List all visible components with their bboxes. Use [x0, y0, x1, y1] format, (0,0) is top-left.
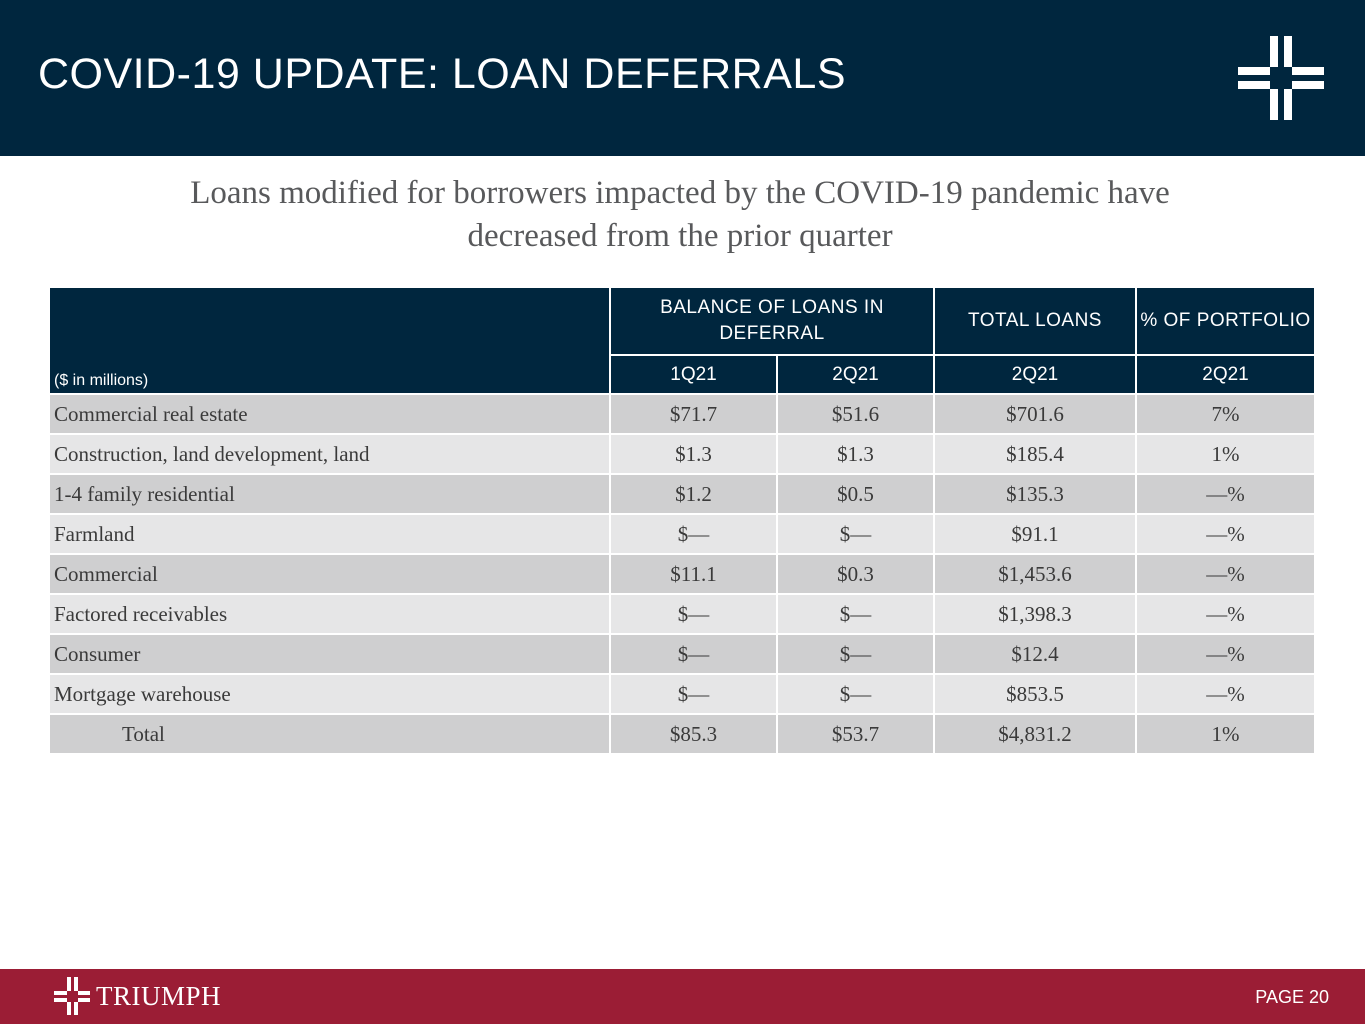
balance-2q21-cell: $— [776, 633, 935, 675]
balance-1q21-cell: $— [609, 633, 778, 675]
period-header: 2Q21 [1135, 354, 1316, 395]
balance-2q21-cell: $0.5 [776, 473, 935, 515]
balance-2q21-cell: $— [776, 593, 935, 635]
balance-1q21-cell: $1.2 [609, 473, 778, 515]
pct-portfolio-cell: —% [1135, 553, 1316, 595]
triumph-cross-logo-icon [1238, 36, 1324, 120]
pct-portfolio-cell: —% [1135, 673, 1316, 715]
balance-1q21-cell: $— [609, 513, 778, 555]
row-label: Factored receivables [48, 593, 611, 635]
balance-1q21-cell: $1.3 [609, 433, 778, 475]
balance-2q21-cell: $1.3 [776, 433, 935, 475]
loan-deferrals-table: ($ in millions) BALANCE OF LOANS IN DEFE… [48, 286, 1316, 755]
balance-2q21-cell: $53.7 [776, 713, 935, 755]
table-row: Consumer $— $— $12.4 —% [48, 633, 1316, 675]
pct-portfolio-cell: —% [1135, 473, 1316, 515]
table-row: Commercial $11.1 $0.3 $1,453.6 —% [48, 553, 1316, 595]
row-label: Construction, land development, land [48, 433, 611, 475]
pct-portfolio-cell: 7% [1135, 393, 1316, 435]
slide-title: COVID-19 UPDATE: LOAN DEFERRALS [38, 50, 846, 98]
table-row: Factored receivables $— $— $1,398.3 —% [48, 593, 1316, 635]
row-label: Total [48, 713, 611, 755]
slide-subtitle: Loans modified for borrowers impacted by… [60, 172, 1300, 258]
table-row: Construction, land development, land $1.… [48, 433, 1316, 475]
period-header: 1Q21 [609, 354, 778, 395]
table-row: Commercial real estate $71.7 $51.6 $701.… [48, 393, 1316, 435]
row-label: Commercial real estate [48, 393, 611, 435]
balance-2q21-cell: $0.3 [776, 553, 935, 595]
total-loans-cell: $185.4 [933, 433, 1137, 475]
total-loans-cell: $4,831.2 [933, 713, 1137, 755]
pct-portfolio-header: % OF PORTFOLIO [1135, 286, 1316, 356]
balance-2q21-cell: $— [776, 673, 935, 715]
table-row: 1-4 family residential $1.2 $0.5 $135.3 … [48, 473, 1316, 515]
units-label: ($ in millions) [48, 286, 611, 395]
row-label: 1-4 family residential [48, 473, 611, 515]
slide-header: COVID-19 UPDATE: LOAN DEFERRALS [0, 0, 1365, 156]
pct-portfolio-cell: 1% [1135, 713, 1316, 755]
total-loans-cell: $701.6 [933, 393, 1137, 435]
balance-1q21-cell: $— [609, 593, 778, 635]
total-loans-cell: $135.3 [933, 473, 1137, 515]
period-header: 2Q21 [933, 354, 1137, 395]
balance-1q21-cell: $71.7 [609, 393, 778, 435]
balance-2q21-cell: $— [776, 513, 935, 555]
table-total-row: Total $85.3 $53.7 $4,831.2 1% [48, 713, 1316, 755]
pct-portfolio-cell: —% [1135, 633, 1316, 675]
total-loans-cell: $91.1 [933, 513, 1137, 555]
balance-1q21-cell: $— [609, 673, 778, 715]
row-label: Commercial [48, 553, 611, 595]
row-label: Consumer [48, 633, 611, 675]
pct-portfolio-cell: 1% [1135, 433, 1316, 475]
slide-footer: TRIUMPH PAGE 20 [0, 969, 1365, 1024]
subtitle-line-1: Loans modified for borrowers impacted by… [190, 175, 1170, 211]
brand-name: TRIUMPH [96, 981, 222, 1011]
subtitle-line-2: decreased from the prior quarter [467, 218, 893, 254]
balance-2q21-cell: $51.6 [776, 393, 935, 435]
page-number: PAGE 20 [1255, 987, 1329, 1007]
pct-portfolio-cell: —% [1135, 593, 1316, 635]
total-loans-cell: $853.5 [933, 673, 1137, 715]
balance-1q21-cell: $11.1 [609, 553, 778, 595]
balance-deferral-header: BALANCE OF LOANS IN DEFERRAL [609, 286, 935, 356]
total-loans-header: TOTAL LOANS [933, 286, 1137, 356]
row-label: Mortgage warehouse [48, 673, 611, 715]
total-loans-cell: $1,453.6 [933, 553, 1137, 595]
total-loans-cell: $12.4 [933, 633, 1137, 675]
period-header: 2Q21 [776, 354, 935, 395]
total-loans-cell: $1,398.3 [933, 593, 1137, 635]
pct-portfolio-cell: —% [1135, 513, 1316, 555]
table-row: Farmland $— $— $91.1 —% [48, 513, 1316, 555]
triumph-cross-logo-icon [54, 977, 90, 1015]
table-row: Mortgage warehouse $— $— $853.5 —% [48, 673, 1316, 715]
row-label: Farmland [48, 513, 611, 555]
balance-1q21-cell: $85.3 [609, 713, 778, 755]
